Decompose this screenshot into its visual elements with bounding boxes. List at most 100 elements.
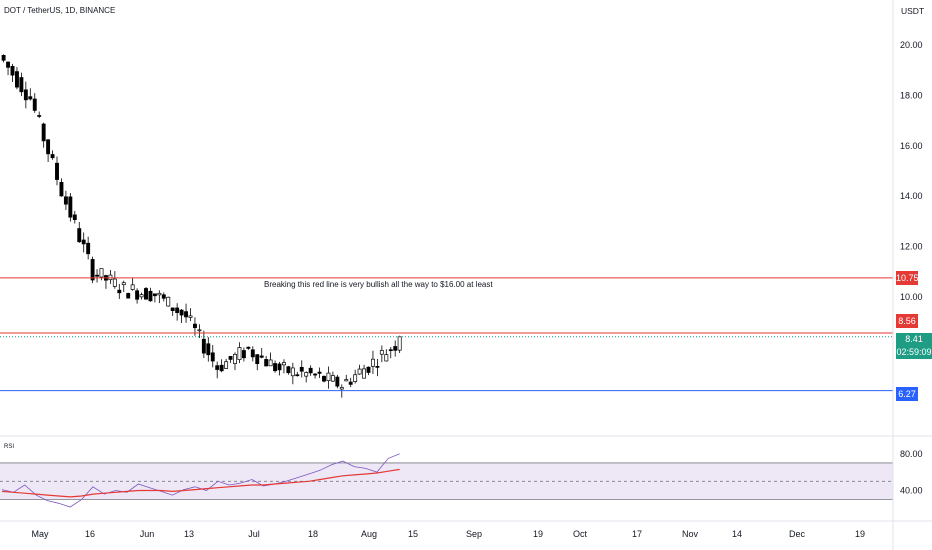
candle-body: [95, 274, 99, 277]
candle-body: [41, 123, 46, 142]
candle-body: [170, 307, 175, 311]
price-tick-label: 10.00: [900, 292, 923, 302]
time-tick-label: Aug: [361, 529, 377, 539]
candle-body: [77, 228, 82, 243]
candle-body: [6, 61, 10, 68]
candle-body: [81, 239, 86, 245]
candle-body: [299, 366, 304, 372]
rsi-tick-label: 40.00: [900, 485, 923, 495]
time-tick-label: 16: [85, 529, 95, 539]
candle-body: [237, 347, 242, 360]
candle-body: [19, 77, 24, 93]
candle-body: [348, 381, 353, 385]
candle-body: [308, 367, 313, 374]
candle-body: [282, 362, 286, 366]
candle-body: [286, 366, 291, 374]
time-tick-label: Jun: [140, 529, 155, 539]
candle-body: [32, 98, 37, 111]
candlestick-series: [1, 54, 402, 398]
candle-body: [224, 361, 229, 369]
candle-body: [233, 354, 237, 365]
chart-annotation[interactable]: Breaking this red line is very bullish a…: [264, 280, 493, 289]
candle-body: [23, 89, 28, 101]
currency-label: USDT: [901, 6, 925, 16]
rsi-pane: [0, 453, 893, 508]
support-lower-price-tag: 6.27: [896, 387, 918, 401]
candle-body: [135, 290, 140, 300]
rsi-ma-line: [1, 468, 400, 498]
price-tick-label: 14.00: [900, 191, 923, 201]
candle-body: [148, 290, 153, 302]
time-tick-label: Jul: [248, 529, 260, 539]
candle-body: [397, 336, 402, 351]
candle-countdown: 02:59:09: [896, 347, 932, 357]
time-tick-label: Oct: [573, 529, 588, 539]
candle-body: [313, 373, 318, 376]
time-tick-label: Dec: [789, 529, 806, 539]
rsi-tick-label: 80.00: [900, 449, 923, 459]
candle-body: [379, 350, 384, 355]
candle-body: [357, 368, 362, 375]
candle-body: [130, 284, 135, 290]
candle-body: [295, 374, 300, 377]
candle-body: [241, 350, 246, 359]
candle-body: [362, 368, 367, 379]
time-tick-label: 19: [855, 529, 865, 539]
candle-body: [339, 387, 344, 390]
candle-body: [184, 311, 188, 318]
candle-body: [326, 372, 331, 381]
candle-body: [188, 315, 193, 318]
candle-body: [46, 139, 51, 155]
symbol-title[interactable]: DOT / TetherUS, 1D, BINANCE: [4, 6, 116, 15]
candle-body: [228, 356, 233, 360]
candle-body: [375, 366, 380, 368]
candle-body: [330, 375, 335, 382]
candle-body: [197, 329, 202, 332]
candle-body: [117, 289, 122, 294]
candle-body: [59, 182, 64, 197]
candle-body: [201, 338, 206, 354]
candle-body: [121, 282, 126, 286]
price-tick-label: 16.00: [900, 141, 923, 151]
candle-body: [15, 71, 19, 88]
candle-body: [55, 162, 59, 180]
candle-body: [72, 214, 77, 220]
last-price-value: 8.41: [905, 334, 923, 344]
candle-body: [157, 292, 162, 296]
candle-body: [250, 349, 255, 358]
time-tick-label: Sep: [466, 529, 482, 539]
time-tick-label: 15: [408, 529, 418, 539]
candle-body: [175, 307, 180, 313]
time-tick-label: 14: [732, 529, 742, 539]
candle-body: [268, 359, 273, 367]
candle-body: [139, 294, 144, 298]
rsi-indicator-label[interactable]: RSI: [4, 444, 15, 450]
candle-body: [384, 354, 389, 362]
time-tick-label: Nov: [682, 529, 699, 539]
candle-body: [264, 359, 269, 367]
price-tick-label: 12.00: [900, 241, 923, 251]
candle-body: [166, 296, 171, 307]
candle-body: [37, 115, 42, 117]
candle-body: [277, 363, 282, 371]
resistance-price-tag: 10.75: [896, 271, 919, 285]
candle-body: [28, 96, 33, 100]
candle-body: [255, 354, 260, 365]
price-tick-label: 18.00: [900, 90, 923, 100]
horizontal-lines: [0, 277, 893, 392]
time-tick-label: May: [31, 529, 49, 539]
candle-body: [68, 196, 73, 218]
candle-body: [290, 367, 295, 377]
candle-body: [50, 154, 55, 159]
candle-body: [366, 366, 371, 373]
time-tick-label: 17: [632, 529, 642, 539]
candle-body: [179, 309, 184, 316]
candle-body: [206, 343, 211, 356]
candle-body: [90, 259, 95, 281]
candle-body: [193, 323, 197, 329]
candle-body: [273, 363, 278, 372]
price-tick-label: 20.00: [900, 40, 923, 50]
candle-body: [219, 364, 224, 372]
